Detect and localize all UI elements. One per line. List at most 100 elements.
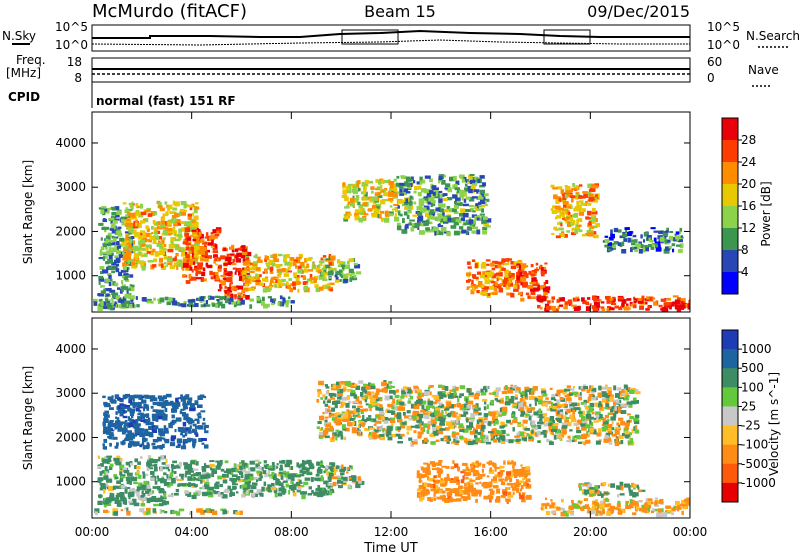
data-cell xyxy=(436,230,439,235)
data-cell xyxy=(609,307,615,311)
data-cell xyxy=(143,480,149,485)
data-cell xyxy=(632,397,637,401)
data-cell xyxy=(485,218,492,223)
data-cell xyxy=(496,429,500,433)
data-cell xyxy=(185,394,190,397)
data-cell xyxy=(421,222,425,226)
data-cell xyxy=(271,475,275,479)
data-cell xyxy=(493,485,499,489)
data-cell xyxy=(610,229,613,235)
data-cell xyxy=(344,206,350,209)
data-cell xyxy=(558,207,565,211)
data-cell xyxy=(298,464,301,469)
data-cell xyxy=(306,263,310,268)
data-cell xyxy=(185,417,192,422)
data-cell xyxy=(427,215,433,220)
data-cell xyxy=(383,218,390,223)
data-cell xyxy=(584,403,587,408)
data-cell xyxy=(201,251,206,255)
data-cell xyxy=(618,306,623,311)
data-cell xyxy=(184,232,190,237)
data-cell xyxy=(618,417,624,421)
data-cell xyxy=(660,308,664,311)
data-cell xyxy=(316,461,321,466)
data-cell xyxy=(351,481,356,484)
data-cell xyxy=(339,273,343,277)
data-cell xyxy=(534,398,540,402)
data-cell xyxy=(188,251,194,255)
data-cell xyxy=(152,416,158,422)
data-cell xyxy=(124,275,130,278)
data-cell xyxy=(482,230,488,235)
data-cell xyxy=(557,222,560,225)
data-cell xyxy=(356,271,362,275)
data-cell xyxy=(138,211,142,217)
data-cell xyxy=(108,465,113,470)
data-cell xyxy=(242,479,248,483)
data-cell xyxy=(542,287,547,292)
data-cell xyxy=(517,424,524,427)
data-cell xyxy=(192,423,197,427)
data-cell xyxy=(579,412,583,418)
data-cell xyxy=(585,306,591,311)
data-cell xyxy=(259,471,263,477)
data-cell xyxy=(124,216,128,220)
data-cell xyxy=(121,497,125,500)
data-cell xyxy=(196,413,202,416)
data-cell xyxy=(504,276,510,282)
data-cell xyxy=(142,218,146,222)
data-cell xyxy=(364,182,369,187)
freq-tick-low: 8 xyxy=(74,71,82,85)
data-cell xyxy=(429,433,435,437)
data-cell xyxy=(272,473,277,478)
data-cell xyxy=(602,240,606,243)
data-cell xyxy=(388,197,394,201)
data-cell xyxy=(607,424,613,428)
data-cell xyxy=(126,212,131,217)
data-cell xyxy=(595,440,601,445)
data-cell xyxy=(660,298,667,302)
data-cell xyxy=(541,390,547,395)
data-cell xyxy=(140,397,144,401)
data-cell xyxy=(114,255,118,259)
data-cell xyxy=(410,205,414,210)
data-cell xyxy=(353,383,358,387)
data-cell xyxy=(152,239,157,244)
data-cell xyxy=(138,474,142,479)
data-cell xyxy=(422,439,426,443)
data-cell xyxy=(114,242,117,247)
data-cell xyxy=(181,209,187,212)
data-cell xyxy=(218,301,223,305)
data-cell xyxy=(102,256,106,261)
data-cell xyxy=(529,403,532,407)
data-cell xyxy=(147,213,153,217)
data-cell xyxy=(404,206,410,210)
data-cell xyxy=(201,271,206,277)
data-cell xyxy=(563,217,567,222)
data-cell xyxy=(332,416,335,421)
data-cell xyxy=(544,292,548,296)
data-cell xyxy=(604,393,611,398)
data-cell xyxy=(610,408,614,413)
data-cell xyxy=(410,425,416,428)
data-cell xyxy=(354,264,361,269)
data-cell xyxy=(309,277,316,281)
data-cell xyxy=(121,222,126,226)
data-cell xyxy=(624,433,628,438)
data-cell xyxy=(396,175,400,179)
data-cell xyxy=(492,476,498,482)
data-cell xyxy=(352,405,356,409)
data-cell xyxy=(399,193,404,196)
data-cell xyxy=(360,411,364,415)
data-cell xyxy=(215,275,220,281)
data-cell xyxy=(357,431,361,436)
data-cell xyxy=(439,391,446,397)
colorbar-segment xyxy=(722,272,738,295)
data-cell xyxy=(453,390,457,396)
nsearch-label: N.Search xyxy=(746,29,800,43)
data-cell xyxy=(231,467,238,473)
data-cell xyxy=(131,264,137,269)
data-cell xyxy=(580,423,587,427)
data-cell xyxy=(345,211,351,215)
data-cell xyxy=(407,185,411,190)
